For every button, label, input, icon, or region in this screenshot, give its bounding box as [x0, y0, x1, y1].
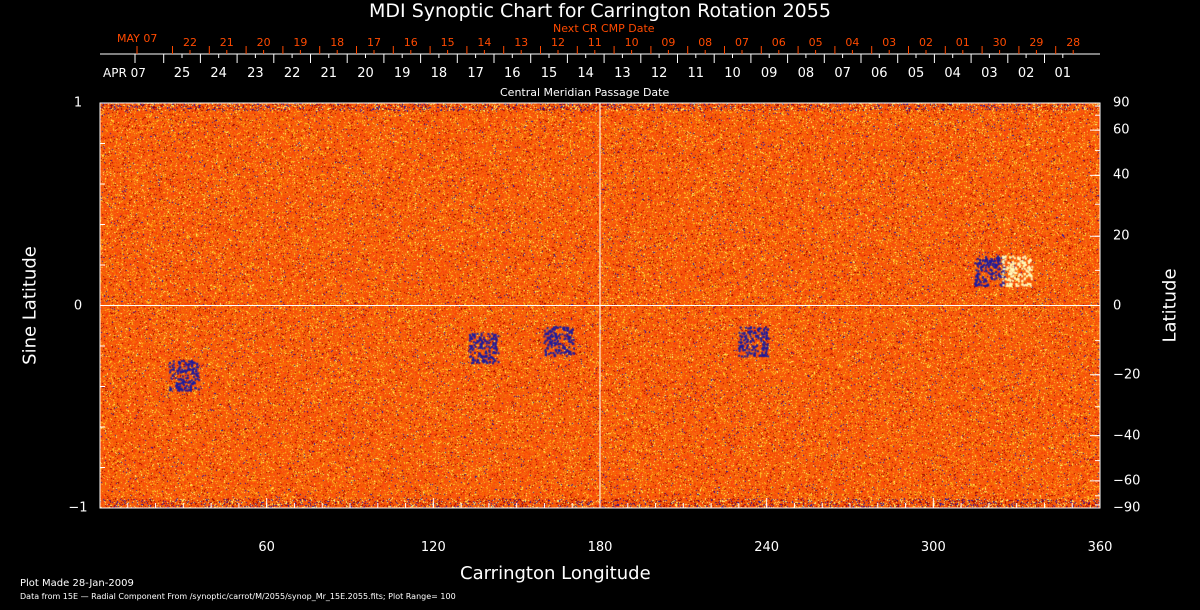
- cmp-date-label: 06: [871, 66, 888, 81]
- x-tick-label: 60: [258, 540, 275, 555]
- next-date-label: 17: [367, 36, 381, 49]
- next-date-label: 18: [330, 36, 344, 49]
- next-date-label: 02: [919, 36, 933, 49]
- cmp-date-label: 17: [467, 66, 484, 81]
- cmp-date-label: 15: [541, 66, 558, 81]
- cmp-date-label: 21: [321, 66, 338, 81]
- next-date-label: 06: [772, 36, 786, 49]
- cmp-date-label: 19: [394, 66, 411, 81]
- cmp-date-label: 09: [761, 66, 778, 81]
- y-right-tick-label: 0: [1113, 298, 1121, 313]
- next-date-label: 21: [220, 36, 234, 49]
- y-right-tick-label: 90: [1113, 96, 1130, 111]
- next-date-label: 13: [514, 36, 528, 49]
- y-right-tick-label: 40: [1113, 168, 1130, 183]
- next-date-label: 03: [882, 36, 896, 49]
- next-date-label: 08: [698, 36, 712, 49]
- cmp-date-label: 14: [577, 66, 594, 81]
- y-left-tick-label: 1: [74, 96, 82, 111]
- x-tick-label: 180: [588, 540, 613, 555]
- next-date-label: 14: [477, 36, 491, 49]
- cmp-date-label: 10: [724, 66, 741, 81]
- cmp-date-label: 22: [284, 66, 301, 81]
- x-tick-label: 360: [1088, 540, 1113, 555]
- y-right-tick-label: −60: [1113, 473, 1140, 488]
- y-left-tick-label: 0: [74, 298, 82, 313]
- next-date-label: 05: [809, 36, 823, 49]
- next-date-label: 28: [1066, 36, 1080, 49]
- y-right-tick-label: −90: [1113, 501, 1140, 516]
- y-left-tick-label: −1: [68, 501, 87, 516]
- cmp-date-label: 16: [504, 66, 521, 81]
- y-right-tick-label: 20: [1113, 229, 1130, 244]
- next-date-label: 07: [735, 36, 749, 49]
- x-tick-label: 300: [921, 540, 946, 555]
- next-date-label: 16: [404, 36, 418, 49]
- y-right-tick-label: 60: [1113, 123, 1130, 138]
- cmp-date-label: 11: [688, 66, 705, 81]
- cmp-date-label: 08: [798, 66, 815, 81]
- next-date-label: 15: [441, 36, 455, 49]
- cmp-date-label: 01: [1055, 66, 1072, 81]
- cmp-date-label: 23: [247, 66, 264, 81]
- x-tick-label: 120: [421, 540, 446, 555]
- cmp-date-label: 12: [651, 66, 668, 81]
- cmp-date-label: 18: [431, 66, 448, 81]
- cmp-date-label: 20: [357, 66, 374, 81]
- y-right-tick-label: −20: [1113, 367, 1140, 382]
- x-tick-label: 240: [754, 540, 779, 555]
- cmp-date-label: 07: [834, 66, 851, 81]
- cmp-date-label: 04: [944, 66, 961, 81]
- cmp-date-label: 25: [174, 66, 191, 81]
- next-date-label: 09: [661, 36, 675, 49]
- cmp-date-label: 24: [210, 66, 227, 81]
- cmp-date-label: 05: [908, 66, 925, 81]
- y-right-tick-label: −40: [1113, 428, 1140, 443]
- cmp-date-label: 13: [614, 66, 631, 81]
- next-date-label: 12: [551, 36, 565, 49]
- next-date-label: 29: [1029, 36, 1043, 49]
- next-date-label: 10: [625, 36, 639, 49]
- chart-axes: [0, 0, 1200, 610]
- cmp-date-label: 03: [981, 66, 998, 81]
- next-date-label: 11: [588, 36, 602, 49]
- next-date-label: 22: [183, 36, 197, 49]
- next-date-label: 19: [293, 36, 307, 49]
- cmp-date-label: 02: [1018, 66, 1035, 81]
- next-date-label: 30: [993, 36, 1007, 49]
- next-date-label: 20: [257, 36, 271, 49]
- next-date-label: 04: [845, 36, 859, 49]
- next-date-label: 01: [956, 36, 970, 49]
